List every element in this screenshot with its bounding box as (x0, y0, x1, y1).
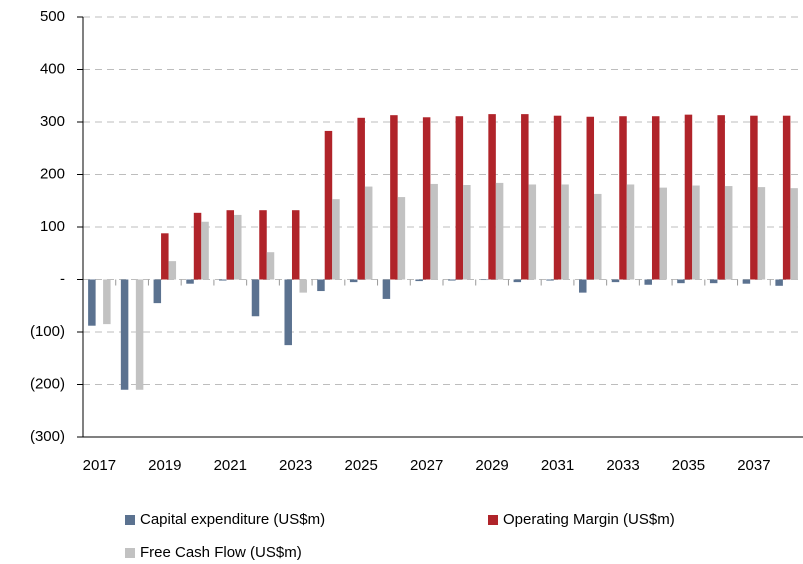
bar (161, 233, 169, 280)
bar (480, 279, 489, 281)
bar (619, 116, 627, 280)
bar (586, 116, 595, 280)
bar (390, 115, 398, 280)
x-tick-label: 2035 (672, 457, 705, 474)
y-tick-label: 200 (40, 165, 65, 182)
bar (611, 279, 620, 283)
y-tick-label: (100) (30, 323, 65, 340)
bar (364, 186, 373, 280)
bar (790, 188, 798, 280)
y-tick-label: 100 (40, 218, 65, 235)
bar (495, 182, 504, 280)
legend-swatch (125, 515, 135, 525)
bar (455, 116, 464, 280)
bar (332, 199, 340, 280)
bar (561, 184, 569, 280)
x-tick-label: 2019 (148, 457, 181, 474)
bar (750, 115, 758, 280)
y-tick-label: 500 (40, 8, 65, 25)
x-tick-label: 2031 (541, 457, 574, 474)
bar (201, 221, 209, 280)
y-tick-label: - (60, 270, 65, 287)
x-tick-label: 2029 (475, 457, 508, 474)
legend-swatch (488, 515, 498, 525)
bar (88, 279, 96, 326)
bar (757, 187, 766, 280)
bar (186, 279, 194, 284)
bar (513, 279, 522, 283)
bar (488, 114, 496, 280)
bar (528, 184, 537, 280)
bar (135, 279, 144, 390)
x-tick-label: 2021 (214, 457, 247, 474)
bar (284, 279, 292, 346)
bar (448, 279, 456, 281)
bar (717, 115, 725, 280)
bar (644, 279, 652, 285)
bar (357, 117, 365, 280)
bar (742, 279, 751, 284)
bar (299, 279, 307, 293)
x-tick-label: 2025 (344, 457, 377, 474)
bar (546, 279, 554, 281)
bar (422, 117, 431, 280)
x-tick-label: 2023 (279, 457, 312, 474)
x-tick-label: 2017 (83, 457, 116, 474)
y-tick-label: (200) (30, 375, 65, 392)
bar (677, 279, 685, 284)
bar (659, 187, 667, 280)
bar (594, 193, 602, 280)
bar (266, 252, 275, 280)
x-tick-label: 2033 (606, 457, 639, 474)
bar (626, 184, 635, 280)
bar (103, 279, 111, 325)
x-tick-label: 2037 (737, 457, 770, 474)
bar (553, 115, 562, 280)
bar (251, 279, 260, 317)
bar (724, 186, 733, 280)
y-tick-label: (300) (30, 428, 65, 445)
bar (324, 130, 333, 280)
bar (782, 115, 791, 280)
bar (651, 116, 660, 280)
bar (709, 279, 718, 284)
bar (120, 279, 129, 390)
bar (234, 214, 242, 280)
legend-label: Free Cash Flow (US$m) (140, 544, 302, 561)
bar (775, 279, 783, 286)
bar (349, 279, 358, 283)
y-tick-label: 300 (40, 113, 65, 130)
x-tick-label: 2027 (410, 457, 443, 474)
bar (219, 279, 227, 281)
legend-swatch (125, 548, 135, 558)
bar (259, 210, 267, 280)
bar (430, 183, 438, 280)
bar (579, 279, 587, 293)
bar (684, 114, 693, 280)
bar (291, 210, 300, 280)
bar (521, 114, 529, 280)
legend-label: Capital expenditure (US$m) (140, 511, 325, 528)
y-tick-label: 400 (40, 60, 65, 77)
bar (415, 279, 423, 282)
bar (382, 279, 391, 299)
bar (463, 185, 471, 280)
bar (226, 210, 235, 280)
bar (692, 185, 700, 280)
bar (153, 279, 162, 304)
bar (317, 279, 325, 292)
bar (397, 197, 406, 280)
bar (168, 261, 177, 280)
legend-label: Operating Margin (US$m) (503, 511, 675, 528)
bar (193, 212, 202, 280)
